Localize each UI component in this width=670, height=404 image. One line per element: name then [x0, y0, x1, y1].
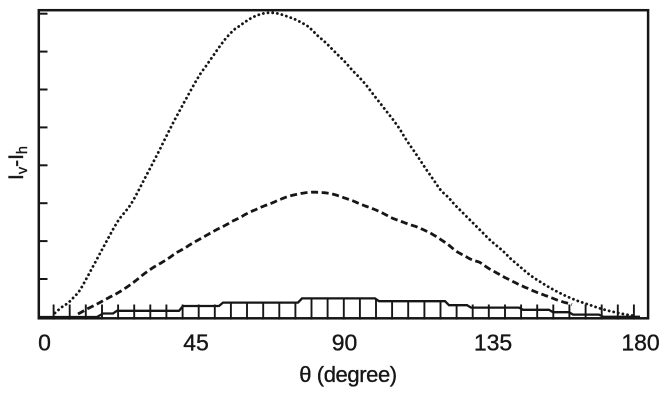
- svg-text:0: 0: [38, 330, 51, 356]
- svg-text:135: 135: [474, 330, 512, 356]
- svg-text:180: 180: [621, 330, 659, 356]
- svg-text:45: 45: [183, 330, 209, 356]
- svg-text:θ (degree): θ (degree): [299, 362, 397, 387]
- svg-text:90: 90: [332, 330, 358, 356]
